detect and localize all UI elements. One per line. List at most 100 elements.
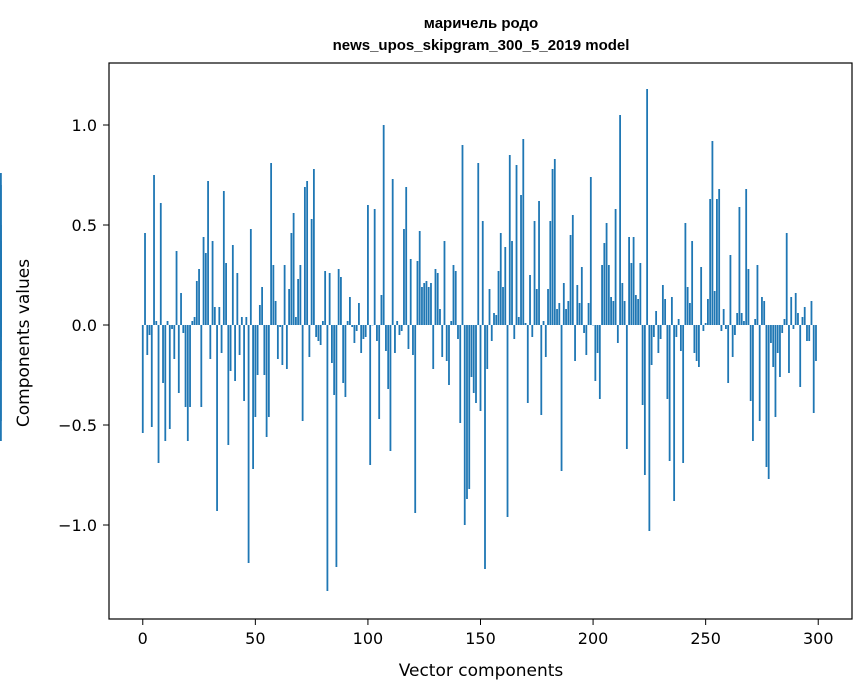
bar [504,247,507,325]
bar [231,245,234,325]
bar [549,221,552,325]
bar [166,321,169,325]
bar [382,125,385,325]
bar [567,301,570,325]
bar [430,283,432,325]
bar [274,301,277,325]
bar [585,325,588,355]
bar [477,163,480,325]
bar [175,251,178,325]
bar [765,325,768,467]
bar [774,325,777,417]
bar [436,273,439,325]
bar [797,313,799,325]
bar [628,237,630,325]
bar [810,301,813,325]
bar [475,325,477,403]
bar [463,325,466,525]
bar [218,307,221,325]
bar [596,325,599,353]
bar [222,191,225,325]
bar [155,321,158,325]
bar [470,325,473,377]
bar [614,209,617,325]
bar [648,325,651,531]
bar [506,325,509,517]
bar [177,325,180,393]
bar [335,325,338,567]
bar [427,287,430,325]
bar [310,219,313,325]
bar [538,201,540,325]
bar [713,291,716,325]
bar [448,325,450,385]
bar [565,309,567,325]
bar [619,115,621,325]
bar [211,241,214,325]
bar [376,325,378,341]
bar [353,325,356,343]
y-axis-ticks: −1.0 −0.5 0.0 0.5 1.0 [58,116,109,535]
bar [502,287,504,325]
bar [326,325,329,591]
bar [481,221,484,325]
bar [754,319,757,325]
bar [790,297,793,325]
x-tick-label: 100 [353,629,384,648]
bar [416,261,419,325]
bar [583,325,585,333]
bar [398,325,401,335]
bar [637,299,640,325]
bar [421,287,423,325]
bar [425,281,428,325]
bar [526,325,529,403]
bar [281,325,284,365]
bar [150,325,153,427]
y-tick-label: −1.0 [58,516,97,535]
bar [815,325,817,361]
bar [657,325,660,353]
bar [184,325,187,407]
bar [749,325,752,401]
bar [195,281,198,325]
bar [634,295,637,325]
bar [164,325,167,441]
bar [558,303,561,325]
bar [522,139,525,325]
bar [387,325,390,389]
bar [675,325,678,337]
x-tick-label: 150 [465,629,496,648]
bar [312,169,315,325]
bar [607,265,610,325]
bar [686,287,689,325]
bar [801,317,804,325]
bar [718,189,721,325]
bar [279,325,282,327]
bar [515,165,518,325]
bar [468,325,471,489]
bar [517,317,520,325]
bar [434,269,437,325]
bar [349,297,351,325]
bar [776,325,779,353]
bar [265,325,268,437]
bar [691,241,694,325]
bar [412,325,414,355]
bar [756,265,759,325]
bar [808,325,811,341]
bar [643,325,646,475]
bar [180,293,182,325]
bar [520,195,522,325]
bar [202,237,205,325]
bar [294,317,297,325]
bar [153,175,155,325]
bar [380,295,383,325]
bar [707,299,709,325]
bar [533,221,536,325]
bar [695,325,698,361]
bar [812,325,815,413]
bar [220,325,223,353]
bar [148,325,151,335]
bar [162,325,164,383]
bar [544,325,547,357]
